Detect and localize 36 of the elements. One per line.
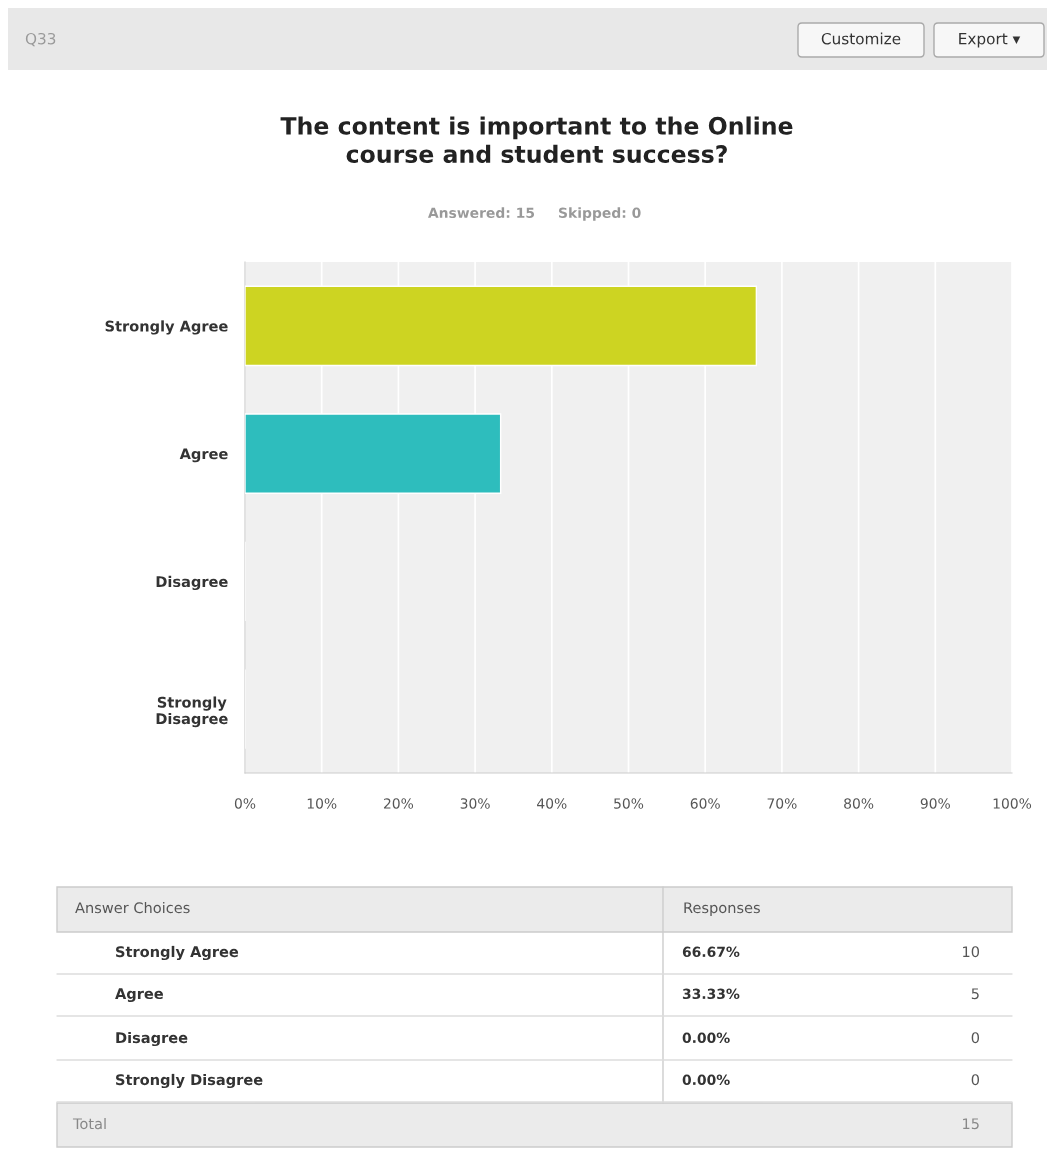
y-tick-label: Disagree	[156, 575, 228, 591]
text: Export ▾	[959, 33, 1021, 48]
y-tick-label: Agree	[179, 448, 228, 463]
x-tick-label: 90%	[920, 798, 950, 809]
y-tick-label: Strongly Agree	[105, 320, 228, 335]
x-tick-label: 40%	[537, 798, 567, 809]
text: Answer Choices	[75, 901, 190, 914]
chart-title: The content is important to the Online course and student success?	[280, 116, 793, 163]
y-tick-label: Strongly Disagree	[156, 696, 228, 728]
text: 0.00%	[682, 1032, 730, 1044]
x-tick-label: 80%	[844, 798, 874, 809]
category-label: Disagree	[116, 1031, 188, 1047]
x-tick-label: 70%	[767, 798, 797, 809]
x-tick-label: 20%	[383, 798, 414, 809]
x-tick-label: 100%	[993, 798, 1032, 809]
x-tick-label: 10%	[307, 798, 337, 809]
x-tick-label: 60%	[690, 798, 720, 809]
category-label: Agree	[115, 988, 163, 1003]
text: Answered: 15	[427, 207, 535, 219]
text: Customize	[821, 32, 901, 45]
text: Total	[72, 1117, 106, 1130]
text: Skipped: 0	[559, 207, 641, 221]
category-label: Strongly Agree	[116, 945, 239, 961]
text: 66.67%	[682, 946, 740, 958]
x-tick-label: 30%	[460, 798, 490, 809]
text: 0.00%	[682, 1074, 730, 1086]
text: Responses	[684, 902, 760, 917]
text: Q33	[25, 32, 56, 47]
text: 33.33%	[682, 988, 740, 1000]
x-tick-label: 50%	[614, 798, 644, 809]
text: 0	[971, 1074, 980, 1086]
text: 5	[971, 988, 979, 1000]
x-tick-label: 0%	[234, 798, 256, 809]
text: 0	[971, 1032, 980, 1044]
text: 10	[963, 946, 980, 958]
text: 15	[963, 1118, 979, 1130]
